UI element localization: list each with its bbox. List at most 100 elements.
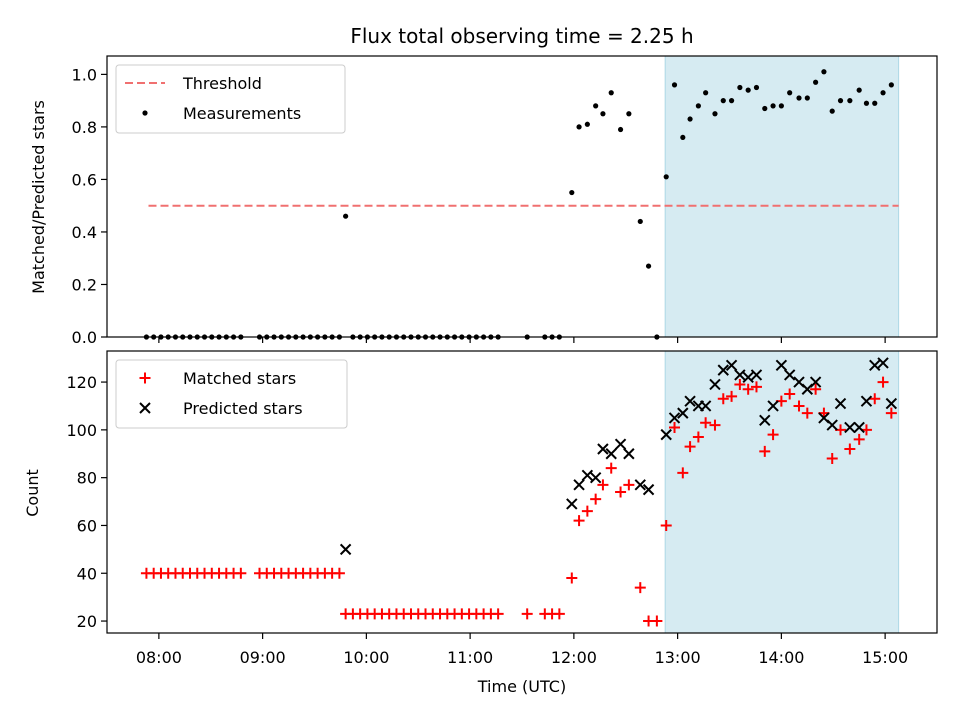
measurement-point-68 bbox=[703, 90, 709, 96]
predicted-star-point-16 bbox=[699, 400, 712, 412]
top-y-tick-label-4: 0.8 bbox=[72, 118, 97, 137]
measurement-point-88 bbox=[872, 100, 878, 106]
predicted-star-point-2 bbox=[573, 479, 585, 491]
measurement-point-71 bbox=[728, 98, 735, 104]
top-legend-label-1: Measurements bbox=[183, 104, 301, 123]
predicted-star-point-33 bbox=[844, 421, 856, 434]
matched-star-point-76 bbox=[767, 429, 779, 441]
measurement-point-82 bbox=[821, 69, 827, 75]
x-tick-label-7: 15:00 bbox=[862, 648, 908, 667]
bottom-y-tick-label-5: 120 bbox=[66, 373, 97, 392]
measurement-point-87 bbox=[863, 100, 870, 106]
bottom-y-tick-label-0: 20 bbox=[77, 612, 97, 631]
legend-matched-swatch bbox=[139, 372, 151, 384]
measurement-point-72 bbox=[737, 84, 743, 91]
bottom-y-axis-label: Count bbox=[23, 469, 42, 517]
matched-star-point-79 bbox=[793, 400, 805, 412]
matched-star-point-90 bbox=[885, 407, 897, 419]
matched-star-point-83 bbox=[826, 453, 838, 465]
legend-predicted-swatch bbox=[139, 402, 151, 414]
bottom-y-tick-label-3: 80 bbox=[77, 469, 97, 488]
x-tick-label-6: 14:00 bbox=[758, 648, 804, 667]
matched-star-point-88 bbox=[869, 393, 881, 405]
top-legend-label-0: Threshold bbox=[182, 74, 262, 93]
matched-star-point-52 bbox=[566, 572, 578, 584]
predicted-star-point-23 bbox=[759, 414, 771, 427]
x-tick-label-3: 11:00 bbox=[447, 648, 493, 667]
predicted-star-point-14 bbox=[684, 395, 696, 407]
matched-star-point-65 bbox=[677, 467, 689, 479]
predicted-star-point-25 bbox=[775, 359, 788, 372]
matched-star-point-69 bbox=[709, 419, 721, 431]
measurement-point-75 bbox=[762, 105, 768, 112]
top-y-axis-label: Matched/Predicted stars bbox=[29, 100, 48, 294]
measurement-point-57 bbox=[608, 90, 614, 96]
measurement-point-89 bbox=[880, 90, 886, 96]
measurement-point-53 bbox=[576, 124, 582, 130]
matched-star-point-55 bbox=[590, 493, 602, 505]
measurement-point-83 bbox=[829, 108, 835, 114]
matched-star-point-48 bbox=[521, 608, 533, 620]
x-tick-label-1: 09:00 bbox=[240, 648, 286, 667]
measurement-point-60 bbox=[637, 218, 643, 225]
predicted-star-point-7 bbox=[614, 438, 627, 450]
predicted-star-point-6 bbox=[605, 448, 617, 460]
matched-star-point-89 bbox=[877, 376, 889, 388]
measurement-point-54 bbox=[584, 121, 590, 127]
top-observing-window-span bbox=[664, 55, 900, 338]
top-y-tick-label-3: 0.6 bbox=[72, 170, 97, 189]
predicted-star-point-17 bbox=[709, 378, 721, 391]
matched-star-point-59 bbox=[623, 479, 635, 491]
matched-star-point-63 bbox=[660, 519, 672, 531]
measurement-point-61 bbox=[645, 263, 652, 269]
chart-title: Flux total observing time = 2.25 h bbox=[350, 24, 693, 48]
predicted-star-point-22 bbox=[750, 369, 763, 381]
matched-star-point-51 bbox=[553, 608, 565, 620]
matched-star-point-57 bbox=[605, 462, 617, 474]
matched-star-point-53 bbox=[573, 515, 585, 527]
top-panel: 0.0 0.2 0.4 0.6 0.8 1.0 Threshold Measurements bbox=[72, 55, 938, 347]
measurement-point-26 bbox=[343, 213, 349, 219]
predicted-star-point-21 bbox=[742, 371, 754, 383]
predicted-star-point-0 bbox=[339, 543, 352, 556]
measurement-point-81 bbox=[813, 79, 819, 85]
predicted-star-point-11 bbox=[660, 428, 672, 441]
top-y-tick-label-5: 1.0 bbox=[72, 65, 97, 84]
top-legend-box bbox=[115, 64, 346, 134]
predicted-star-point-18 bbox=[717, 364, 729, 376]
measurement-point-77 bbox=[778, 103, 784, 109]
predicted-star-point-9 bbox=[634, 479, 646, 491]
measurement-point-64 bbox=[671, 82, 678, 88]
predicted-star-point-13 bbox=[677, 407, 689, 419]
measurement-point-67 bbox=[695, 103, 701, 109]
predicted-star-point-24 bbox=[767, 400, 779, 412]
matched-star-point-62 bbox=[651, 615, 663, 627]
predicted-star-point-36 bbox=[869, 359, 881, 372]
bottom-legend-label-1: Predicted stars bbox=[183, 399, 303, 418]
matched-star-point-60 bbox=[634, 582, 646, 594]
x-tick-label-0: 08:00 bbox=[136, 648, 182, 667]
predicted-star-point-8 bbox=[623, 448, 635, 460]
matched-star-point-66 bbox=[684, 441, 696, 453]
predicted-star-point-38 bbox=[885, 397, 898, 410]
measurement-point-55 bbox=[593, 103, 599, 109]
top-y-tick-label-2: 0.4 bbox=[72, 223, 97, 242]
predicted-star-point-35 bbox=[860, 395, 873, 407]
predicted-star-point-10 bbox=[642, 483, 655, 496]
top-axes-frame bbox=[106, 55, 938, 338]
matched-star-point-58 bbox=[615, 486, 627, 498]
measurement-point-79 bbox=[796, 95, 802, 101]
x-tick-label-4: 12:00 bbox=[551, 648, 597, 667]
measurement-point-80 bbox=[804, 95, 810, 101]
measurement-point-74 bbox=[753, 84, 760, 91]
predicted-star-point-20 bbox=[734, 369, 746, 381]
measurement-point-70 bbox=[720, 98, 726, 104]
legend-measurements-swatch bbox=[142, 110, 148, 116]
bottom-legend-box bbox=[115, 359, 348, 429]
predicted-star-point-5 bbox=[597, 443, 609, 455]
matched-star-point-68 bbox=[700, 417, 712, 429]
measurement-point-66 bbox=[687, 116, 693, 122]
bottom-y-tick-label-1: 40 bbox=[77, 564, 97, 583]
measurement-point-63 bbox=[663, 174, 669, 180]
x-axis-label: Time (UTC) bbox=[477, 677, 566, 696]
